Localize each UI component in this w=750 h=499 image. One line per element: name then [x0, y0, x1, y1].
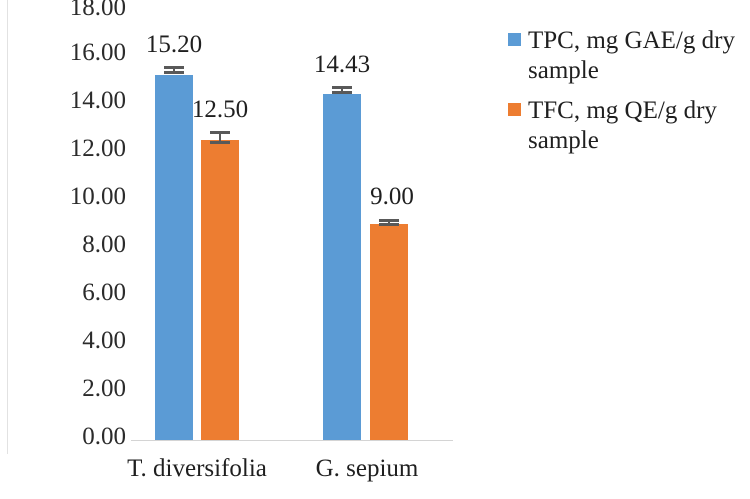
bar-tfc-t-diversifolia[interactable] — [201, 140, 239, 440]
data-label-tpc-t-diversifolia: 15.20 — [145, 31, 203, 58]
y-tick-label: 0.00 — [82, 423, 126, 450]
bar-tpc-g-sepium[interactable] — [323, 94, 361, 440]
x-axis-line — [131, 440, 453, 441]
y-tick-label: 18.00 — [69, 0, 126, 21]
error-bar-tpc-t-diversifolia — [164, 66, 184, 74]
y-tick-label: 14.00 — [69, 87, 126, 114]
y-tick-label: 2.00 — [82, 375, 126, 402]
y-tick-label: 6.00 — [82, 279, 126, 306]
data-label-tfc-g-sepium: 9.00 — [370, 183, 414, 210]
legend: TPC, mg GAE/g dry sample TFC, mg QE/g dr… — [508, 26, 744, 166]
y-tick-label: 10.00 — [69, 183, 126, 210]
legend-swatch-icon-tfc — [508, 103, 521, 116]
y-axis: 18.00 16.00 14.00 12.00 10.00 8.00 6.00 … — [0, 0, 126, 499]
y-tick-label: 12.00 — [69, 135, 126, 162]
x-tick-label-t-diversifolia: T. diversifolia — [127, 455, 267, 482]
y-tick-label: 16.00 — [69, 39, 126, 66]
bar-tpc-t-diversifolia[interactable] — [155, 75, 193, 440]
data-label-tpc-g-sepium: 14.43 — [313, 51, 371, 78]
legend-entry-tpc[interactable]: TPC, mg GAE/g dry sample — [508, 26, 744, 86]
error-bar-tfc-t-diversifolia — [210, 131, 230, 144]
data-label-tfc-t-diversifolia: 12.50 — [191, 96, 249, 123]
plot-area-left-border — [7, 0, 8, 454]
y-tick-label: 8.00 — [82, 231, 126, 258]
y-tick-label: 4.00 — [82, 327, 126, 354]
error-bar-tfc-g-sepium — [379, 219, 399, 226]
legend-swatch-icon-tpc — [508, 33, 521, 46]
legend-label-tfc: TFC, mg QE/g dry sample — [528, 97, 717, 154]
legend-entry-tfc[interactable]: TFC, mg QE/g dry sample — [508, 96, 744, 156]
bar-tfc-g-sepium[interactable] — [370, 224, 408, 440]
error-bar-tpc-g-sepium — [332, 86, 352, 94]
x-tick-label-g-sepium: G. sepium — [315, 455, 419, 482]
legend-label-tpc: TPC, mg GAE/g dry sample — [528, 27, 735, 84]
